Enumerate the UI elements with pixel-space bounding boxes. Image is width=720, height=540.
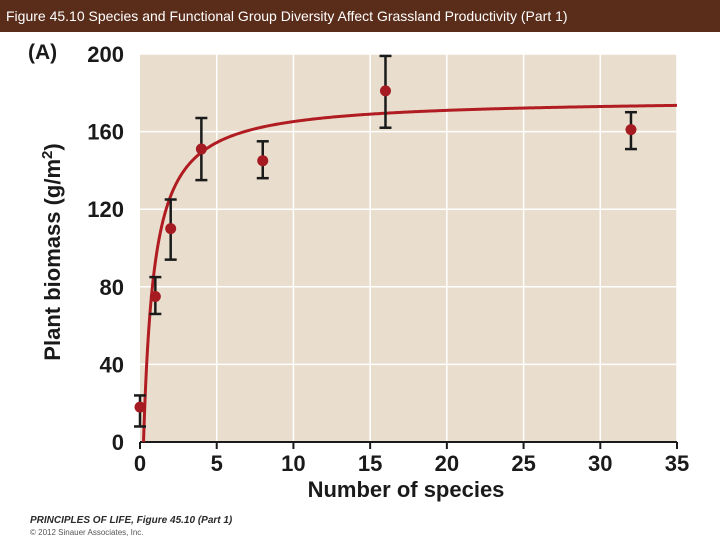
x-tick-label: 10 [281, 451, 305, 476]
copyright-notice: © 2012 Sinauer Associates, Inc. [30, 528, 144, 537]
data-point [149, 291, 161, 302]
data-points [134, 85, 637, 413]
x-tick-label: 30 [588, 451, 612, 476]
x-ticks: 0 5 10 15 20 25 30 35 [134, 442, 689, 476]
x-tick-label: 5 [211, 451, 223, 476]
y-axis-label: Plant biomass (g/m2) [39, 143, 66, 360]
y-axis-label-sup: 2 [39, 151, 56, 159]
grid-lines [140, 53, 678, 442]
data-point [195, 143, 207, 155]
data-point [257, 155, 269, 167]
panel-label: (A) [28, 41, 58, 64]
y-tick-label: 40 [100, 352, 124, 377]
x-tick-label: 20 [435, 451, 459, 476]
figure-title: Figure 45.10 Species and Functional Grou… [6, 8, 568, 24]
data-point [625, 124, 637, 136]
y-axis-label-main: Plant biomass (g/m [40, 159, 65, 361]
y-ticks: 0 40 80 120 160 200 [87, 42, 124, 455]
x-tick-label: 15 [358, 451, 382, 476]
axes [140, 441, 677, 443]
x-tick-label: 35 [665, 451, 689, 476]
y-axis-label-close: ) [40, 143, 65, 150]
y-tick-label: 0 [112, 430, 124, 455]
figure-credit: PRINCIPLES OF LIFE, Figure 45.10 (Part 1… [30, 515, 233, 526]
y-tick-label: 120 [87, 197, 124, 222]
data-point [165, 223, 177, 235]
y-tick-label: 160 [87, 120, 124, 145]
figure-title-bar: Figure 45.10 Species and Functional Grou… [0, 0, 720, 32]
plot-background [140, 54, 677, 442]
fit-curve [142, 103, 678, 443]
y-tick-label: 80 [100, 275, 124, 300]
x-tick-label: 25 [511, 451, 535, 476]
data-point [134, 401, 146, 413]
data-point [379, 85, 391, 97]
x-tick-label: 0 [134, 451, 146, 476]
x-axis-label: Number of species [308, 477, 505, 502]
y-tick-label: 200 [87, 42, 124, 67]
